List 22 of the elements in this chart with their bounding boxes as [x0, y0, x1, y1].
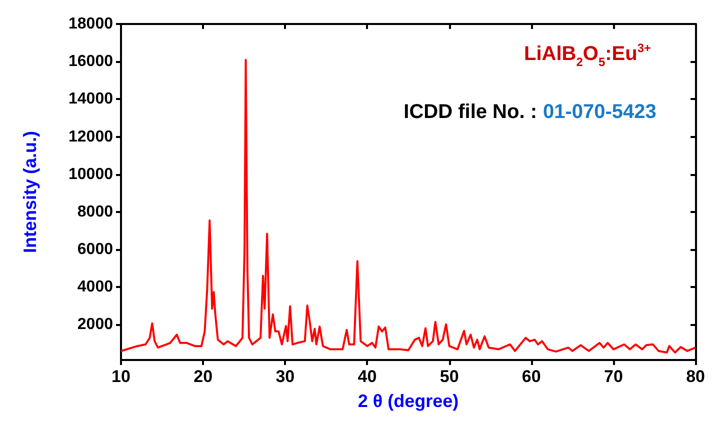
y-tick-label: 2000 [77, 316, 114, 334]
y-tick-label: 6000 [77, 241, 114, 258]
x-tick-label: 70 [604, 367, 623, 386]
line-series [120, 58, 697, 354]
annotation: 01-070-5423 [543, 101, 656, 123]
y-tick-label: 16000 [68, 53, 114, 70]
x-tick-label: 50 [440, 367, 459, 386]
y-tick-label: 12000 [68, 128, 114, 146]
y-axis-title: Intensity (a.u.) [20, 130, 40, 254]
x-tick-label: 80 [686, 367, 706, 386]
x-tick-label: 10 [112, 367, 130, 386]
y-tick-label: 18000 [68, 16, 114, 32]
annotation: ICDD file No. : [404, 101, 537, 123]
y-tick-label: 14000 [68, 90, 114, 108]
y-tick-label: 10000 [68, 166, 114, 183]
x-tick-label: 20 [194, 367, 213, 386]
y-tick-label: 4000 [77, 278, 114, 296]
x-tick-label: 60 [522, 367, 541, 386]
x-axis-title: 2 θ (degree) [358, 391, 459, 411]
y-tick-label: 8000 [77, 203, 114, 220]
x-tick-label: 40 [358, 367, 377, 386]
x-tick-label: 30 [276, 367, 295, 386]
